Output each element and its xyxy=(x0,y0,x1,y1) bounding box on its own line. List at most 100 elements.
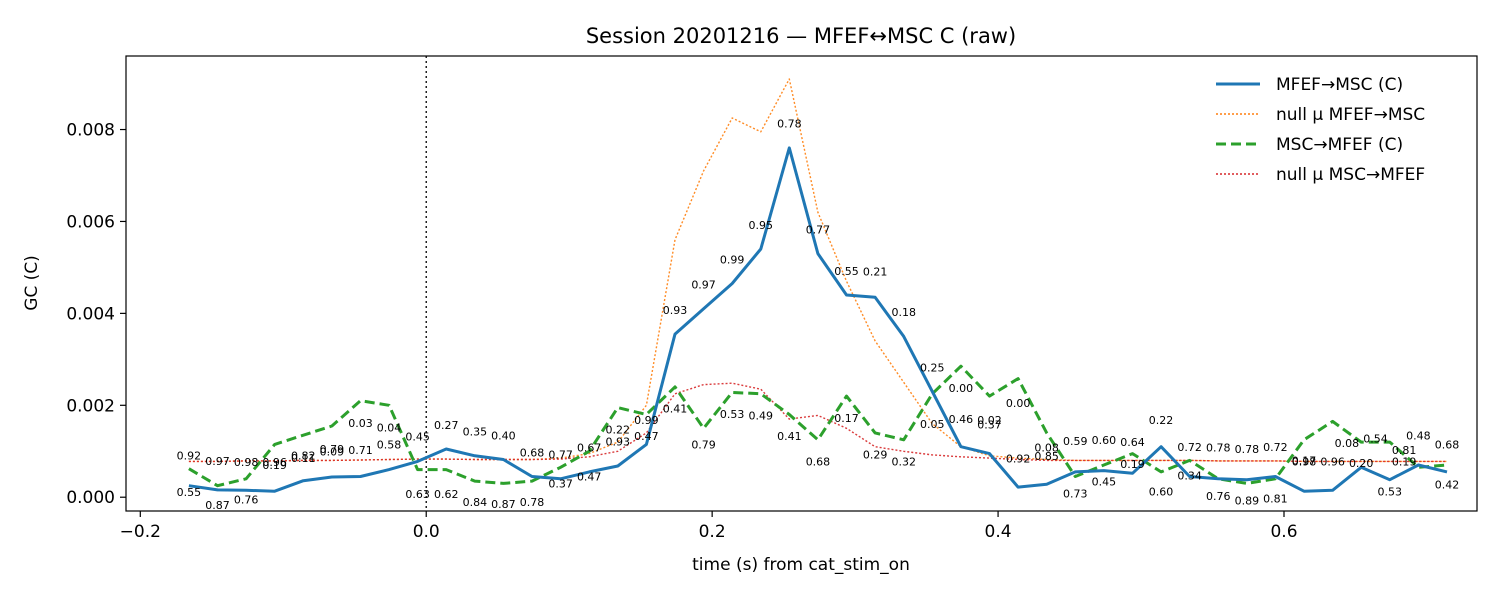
data-label: 0.60 xyxy=(1149,485,1174,498)
data-label: 0.85 xyxy=(1034,450,1059,463)
data-label: 0.96 xyxy=(262,456,287,469)
data-label: 0.81 xyxy=(1392,444,1417,457)
x-tick-label: 0.2 xyxy=(699,522,726,542)
data-label: 0.93 xyxy=(606,436,631,449)
annotation-layer: 0.920.550.970.870.980.760.960.190.820.11… xyxy=(177,118,1460,512)
data-label: 0.92 xyxy=(177,450,202,463)
data-label: 0.04 xyxy=(377,421,402,434)
data-label: 0.18 xyxy=(891,306,916,319)
data-label: 0.19 xyxy=(1120,458,1145,471)
data-label: 0.97 xyxy=(205,455,230,468)
y-tick-label: 0.004 xyxy=(66,304,115,324)
data-label: 0.27 xyxy=(434,419,459,432)
series-line-1 xyxy=(188,78,1447,463)
x-tick-label: 0.0 xyxy=(413,522,440,542)
data-label: 0.40 xyxy=(491,429,516,442)
y-tick-label: 0.002 xyxy=(66,396,115,416)
data-label: 0.76 xyxy=(234,494,259,507)
y-axis: 0.000 0.002 0.004 0.006 0.008 xyxy=(66,121,126,508)
data-label: 0.67 xyxy=(577,442,602,455)
data-label: 0.08 xyxy=(1034,442,1059,455)
data-label: 0.21 xyxy=(863,266,888,279)
data-label: 0.53 xyxy=(1378,485,1403,498)
data-label: 0.82 xyxy=(291,450,316,463)
data-label: 0.68 xyxy=(806,456,831,469)
data-label: 0.25 xyxy=(920,361,945,374)
data-label: 0.81 xyxy=(1263,492,1288,505)
data-label: 0.02 xyxy=(977,414,1002,427)
data-label: 0.46 xyxy=(949,413,974,426)
data-label: 0.60 xyxy=(1092,434,1117,447)
series-line-0 xyxy=(188,146,1448,493)
series-line-3 xyxy=(188,382,1447,463)
data-label: 0.93 xyxy=(663,304,688,317)
legend: MFEF→MSC (C) null μ MFEF→MSC MSC→MFEF (C) n… xyxy=(1216,75,1425,185)
data-label: 0.22 xyxy=(606,423,631,436)
data-label: 0.78 xyxy=(520,496,545,509)
data-label: 0.99 xyxy=(634,414,659,427)
data-label: 0.78 xyxy=(1235,443,1260,456)
data-label: 0.71 xyxy=(348,444,373,457)
data-label: 0.19 xyxy=(1392,456,1417,469)
data-label: 0.54 xyxy=(1363,433,1388,446)
data-label: 0.55 xyxy=(177,486,202,499)
data-label: 0.95 xyxy=(749,219,774,232)
data-label: 0.05 xyxy=(920,418,945,431)
data-label: 0.59 xyxy=(1063,435,1088,448)
x-tick-label: 0.4 xyxy=(985,522,1012,542)
data-label: 0.45 xyxy=(405,431,430,444)
data-label: 0.48 xyxy=(1406,429,1431,442)
data-label: 0.34 xyxy=(1177,469,1202,482)
data-label: 0.98 xyxy=(234,456,259,469)
data-label: 0.41 xyxy=(663,403,688,416)
data-label: 0.79 xyxy=(691,438,716,451)
data-label: 0.49 xyxy=(749,410,774,423)
data-label: 0.11 xyxy=(291,452,316,465)
data-label: 0.08 xyxy=(1335,437,1360,450)
x-tick-label: 0.6 xyxy=(1270,522,1297,542)
plot-border xyxy=(125,55,1478,512)
series-layer xyxy=(188,78,1448,493)
data-label: 0.53 xyxy=(720,408,745,421)
data-label: 0.47 xyxy=(634,430,659,443)
legend-label: MSC→MFEF (C) xyxy=(1276,135,1403,155)
data-label: 0.55 xyxy=(834,265,859,278)
data-label: 0.19 xyxy=(262,459,287,472)
data-label: 0.89 xyxy=(1235,495,1260,508)
legend-label: null μ MFEF→MSC xyxy=(1276,105,1425,125)
data-label: 0.77 xyxy=(548,449,573,462)
data-label: 0.09 xyxy=(320,445,345,458)
data-label: 0.00 xyxy=(1006,397,1031,410)
data-label: 0.41 xyxy=(777,430,802,443)
data-label: 0.17 xyxy=(1292,455,1317,468)
plot-area xyxy=(125,55,1478,512)
data-label: 0.76 xyxy=(1206,490,1231,503)
data-label: 0.47 xyxy=(577,471,602,484)
data-label: 0.98 xyxy=(1292,456,1317,469)
data-label: 0.17 xyxy=(834,412,859,425)
y-tick-label: 0.008 xyxy=(66,121,115,141)
data-label: 0.99 xyxy=(720,253,745,266)
y-axis-label: GC (C) xyxy=(22,255,42,311)
data-label: 0.37 xyxy=(548,478,573,491)
y-tick-label: 0.000 xyxy=(66,488,115,508)
data-label: 0.58 xyxy=(377,438,402,451)
data-label: 0.63 xyxy=(405,488,430,501)
data-label: 0.68 xyxy=(1435,438,1460,451)
x-tick-label: −0.2 xyxy=(120,522,161,542)
data-label: 0.79 xyxy=(320,443,345,456)
legend-label: MFEF→MSC (C) xyxy=(1276,75,1403,95)
data-label: 0.22 xyxy=(1149,414,1174,427)
data-label: 0.68 xyxy=(520,446,545,459)
data-label: 0.77 xyxy=(806,223,831,236)
series-line-2 xyxy=(188,364,1448,488)
data-label: 0.92 xyxy=(1006,452,1031,465)
y-tick-label: 0.006 xyxy=(66,212,115,232)
data-label: 0.64 xyxy=(1120,436,1145,449)
data-label: 0.97 xyxy=(691,279,716,292)
data-label: 0.32 xyxy=(891,456,916,469)
data-label: 0.20 xyxy=(1349,457,1374,470)
data-label: 0.35 xyxy=(463,426,488,439)
data-label: 0.45 xyxy=(1092,475,1117,488)
